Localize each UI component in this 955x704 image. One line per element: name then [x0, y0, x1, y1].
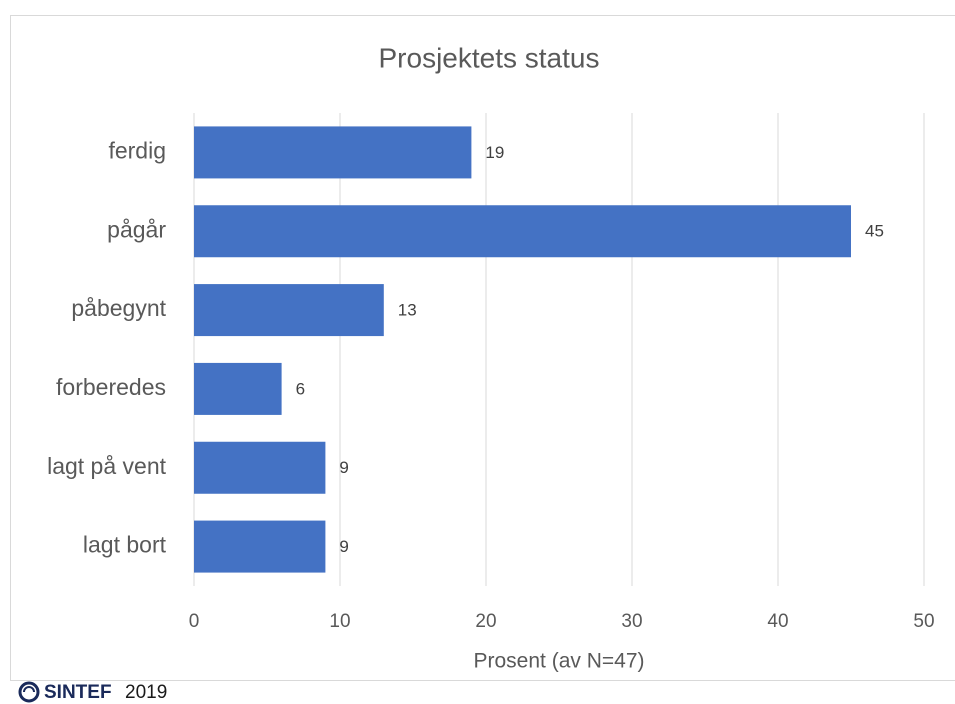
x-tick-label: 40	[767, 611, 788, 632]
x-tick-label: 20	[475, 611, 496, 632]
logo-icon-inner	[23, 686, 35, 693]
chart-title: Prosjektets status	[379, 42, 600, 73]
y-tick-label: ferdig	[108, 137, 166, 163]
data-label: 9	[339, 458, 348, 477]
logo-icon	[18, 681, 40, 703]
bar	[194, 126, 472, 179]
footer: SINTEF 2019	[18, 681, 167, 703]
y-tick-label: forberedes	[56, 374, 166, 400]
bar	[194, 205, 851, 258]
footer-logo: SINTEF	[44, 682, 112, 703]
data-label: 45	[865, 222, 884, 241]
bar	[194, 362, 282, 415]
x-tick-label: 0	[189, 611, 200, 632]
data-label: 19	[485, 143, 504, 162]
bar	[194, 284, 384, 337]
bar	[194, 520, 326, 573]
x-tick-label: 50	[913, 611, 934, 632]
y-tick-label: påbegynt	[71, 295, 166, 321]
data-label: 6	[296, 379, 305, 398]
y-tick-label: lagt bort	[83, 532, 167, 558]
data-label: 9	[339, 537, 348, 556]
y-tick-label: lagt på vent	[47, 453, 167, 479]
data-label: 13	[398, 301, 417, 320]
footer-year: 2019	[125, 682, 167, 703]
x-axis-label: Prosent (av N=47)	[474, 650, 645, 673]
bar	[194, 441, 326, 494]
chart-border	[10, 15, 955, 681]
x-tick-label: 10	[329, 611, 350, 632]
y-tick-label: pågår	[107, 216, 166, 242]
x-tick-label: 30	[621, 611, 642, 632]
